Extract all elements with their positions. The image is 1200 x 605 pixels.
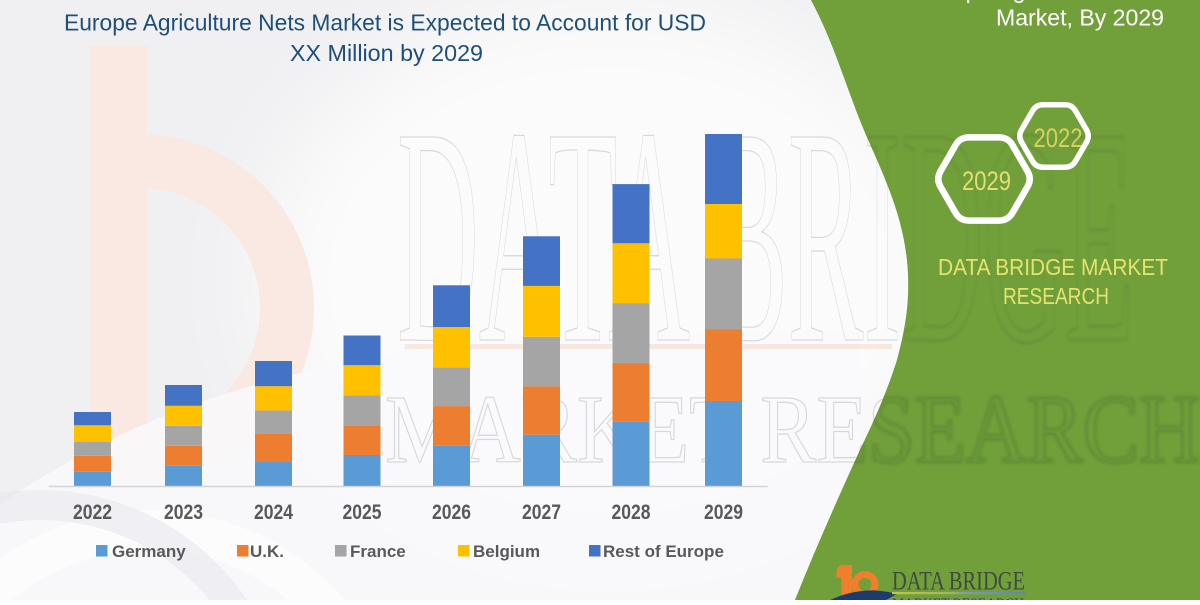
svg-text:2024: 2024 [254,501,293,524]
svg-text:2027: 2027 [522,501,561,524]
svg-text:2025: 2025 [343,501,382,524]
svg-text:2029: 2029 [704,501,743,524]
svg-text:2026: 2026 [432,501,471,524]
svg-text:France: France [350,542,406,561]
svg-text:U.K.: U.K. [250,542,284,561]
svg-text:Europe Agriculture Nets Market: Europe Agriculture Nets Market is Expect… [64,10,706,36]
svg-text:XX Million by 2029: XX Million by 2029 [290,40,483,66]
svg-text:Germany: Germany [112,542,186,561]
svg-text:2028: 2028 [612,501,651,524]
svg-text:2022: 2022 [1034,123,1083,153]
svg-text:Belgium: Belgium [473,542,540,561]
svg-text:DATA BRIDGE: DATA BRIDGE [892,567,1025,596]
svg-text:RESEARCH: RESEARCH [1003,283,1109,309]
svg-text:2022: 2022 [73,501,112,524]
svg-text:Market, By 2029: Market, By 2029 [996,5,1164,31]
svg-text:DATA BRIDGE MARKET: DATA BRIDGE MARKET [938,254,1168,280]
svg-text:2023: 2023 [164,501,203,524]
svg-text:2029: 2029 [962,166,1011,196]
svg-text:Europe Agriculture Nets: Europe Agriculture Nets [916,0,1164,3]
svg-text:Rest of Europe: Rest of Europe [603,542,724,561]
svg-text:MARKET RESEARCH: MARKET RESEARCH [892,597,1024,601]
